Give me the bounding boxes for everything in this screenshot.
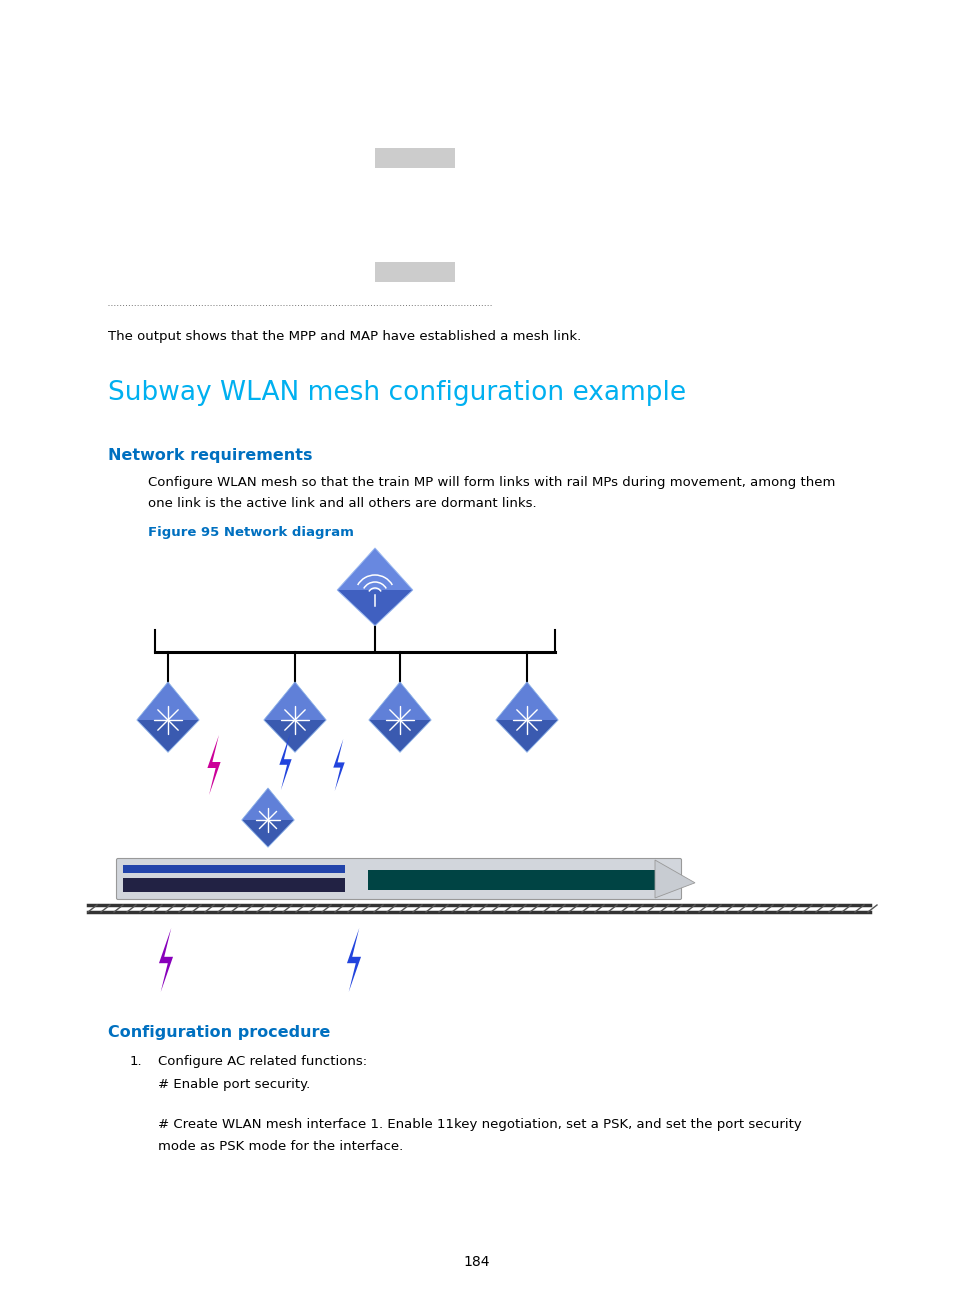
Text: mode as PSK mode for the interface.: mode as PSK mode for the interface.: [158, 1140, 403, 1153]
Bar: [123, 864, 344, 874]
Polygon shape: [655, 861, 695, 898]
Polygon shape: [496, 721, 558, 752]
Polygon shape: [496, 682, 558, 721]
Polygon shape: [336, 548, 413, 590]
Polygon shape: [369, 682, 431, 721]
Text: one link is the active link and all others are dormant links.: one link is the active link and all othe…: [148, 496, 536, 511]
Text: 184: 184: [463, 1255, 490, 1269]
Polygon shape: [241, 820, 294, 848]
Polygon shape: [159, 928, 172, 991]
Polygon shape: [136, 682, 199, 721]
Polygon shape: [333, 739, 344, 791]
Text: # Create WLAN mesh interface 1. Enable 11key negotiation, set a PSK, and set the: # Create WLAN mesh interface 1. Enable 1…: [158, 1118, 801, 1131]
Bar: [375, 148, 455, 168]
Text: Configuration procedure: Configuration procedure: [108, 1025, 330, 1039]
Bar: [123, 877, 344, 892]
Polygon shape: [336, 590, 413, 626]
Text: # Enable port security.: # Enable port security.: [158, 1078, 310, 1091]
Polygon shape: [207, 735, 220, 794]
Text: Network requirements: Network requirements: [108, 448, 313, 463]
Text: Figure 95 Network diagram: Figure 95 Network diagram: [148, 526, 354, 539]
Text: Configure AC related functions:: Configure AC related functions:: [158, 1055, 367, 1068]
Polygon shape: [264, 721, 326, 752]
Polygon shape: [241, 788, 294, 820]
Polygon shape: [347, 928, 360, 991]
Bar: [375, 262, 455, 283]
Polygon shape: [369, 721, 431, 752]
Polygon shape: [264, 682, 326, 721]
Text: Subway WLAN mesh configuration example: Subway WLAN mesh configuration example: [108, 380, 685, 406]
FancyBboxPatch shape: [116, 858, 680, 899]
Text: 1.: 1.: [130, 1055, 143, 1068]
Bar: [367, 870, 658, 890]
Polygon shape: [136, 721, 199, 752]
Text: Configure WLAN mesh so that the train MP will form links with rail MPs during mo: Configure WLAN mesh so that the train MP…: [148, 476, 835, 489]
Text: The output shows that the MPP and MAP have established a mesh link.: The output shows that the MPP and MAP ha…: [108, 330, 580, 343]
Polygon shape: [279, 734, 292, 791]
